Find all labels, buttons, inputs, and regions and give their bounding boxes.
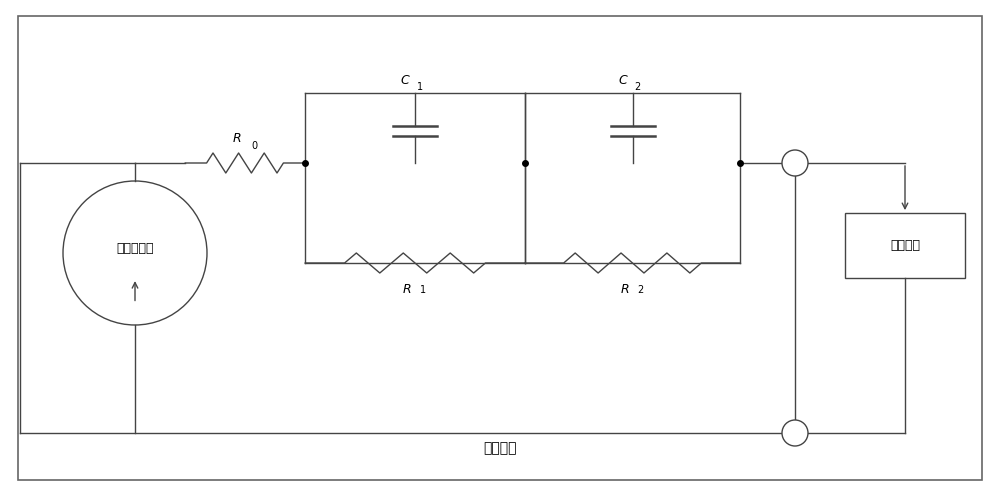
Text: C: C (618, 74, 627, 87)
Text: 2: 2 (634, 82, 641, 92)
Text: R: R (620, 283, 629, 296)
Text: 1: 1 (420, 285, 426, 295)
Circle shape (782, 150, 808, 176)
Text: R: R (233, 132, 242, 145)
Bar (845, 213, 965, 278)
Text: R: R (403, 283, 412, 296)
Text: 杀菌曲线: 杀菌曲线 (890, 239, 920, 252)
Text: 2: 2 (638, 285, 644, 295)
Text: 1: 1 (417, 82, 423, 92)
Text: 0: 0 (251, 141, 257, 151)
Text: 幽门螺杆菌: 幽门螺杆菌 (116, 242, 154, 254)
Text: C: C (401, 74, 409, 87)
Circle shape (782, 420, 808, 446)
Text: 克拉锨素: 克拉锨素 (483, 441, 517, 455)
